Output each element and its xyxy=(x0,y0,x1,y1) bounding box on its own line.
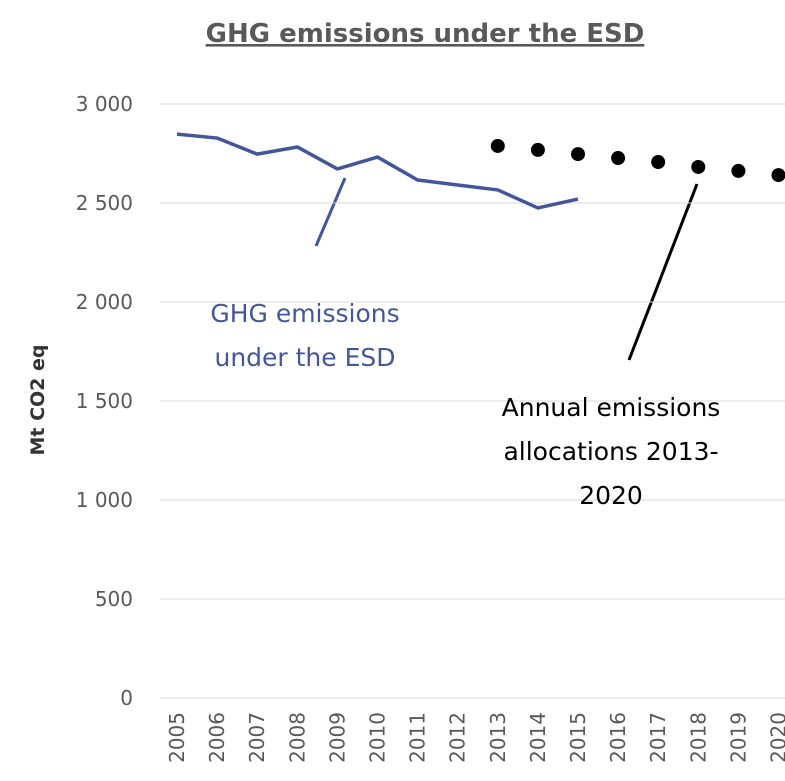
x-tick-label: 2019 xyxy=(726,712,750,763)
x-tick-label: 2008 xyxy=(285,712,309,763)
dot xyxy=(571,147,585,162)
y-tick-label: 500 xyxy=(95,587,133,611)
dot xyxy=(490,138,505,153)
x-tick-label: 2017 xyxy=(646,712,670,763)
x-tick-label: 2013 xyxy=(486,712,510,763)
x-tick-label: 2011 xyxy=(406,712,430,763)
annotation: 2020 xyxy=(579,481,643,510)
x-tick-label: 2005 xyxy=(165,712,189,763)
y-tick-label: 1 500 xyxy=(76,389,133,413)
chart-title: GHG emissions under the ESD xyxy=(206,19,645,49)
x-tick-label: 2014 xyxy=(526,712,550,763)
y-tick-label: 2 500 xyxy=(76,191,133,215)
y-axis-label: Mt CO2 eq xyxy=(27,344,49,455)
x-tick-label: 2016 xyxy=(606,712,630,763)
x-tick-label: 2010 xyxy=(366,712,390,763)
annotation: allocations 2013- xyxy=(503,437,718,466)
dot xyxy=(691,159,706,174)
dot xyxy=(651,155,666,170)
x-tick-label: 2007 xyxy=(245,712,269,763)
y-tick-label: 3 000 xyxy=(76,92,133,116)
x-tick-label: 2020 xyxy=(767,712,785,763)
y-tick-label: 1 000 xyxy=(76,488,133,512)
dot xyxy=(731,163,746,178)
dot xyxy=(611,151,626,166)
y-tick-label: 0 xyxy=(120,686,133,710)
leader-line xyxy=(314,177,347,247)
x-tick-label: 2012 xyxy=(446,712,470,763)
x-tick-label: 2009 xyxy=(325,712,349,763)
leader-line xyxy=(627,183,699,361)
dot xyxy=(771,168,785,183)
y-tick-label: 2 000 xyxy=(76,290,133,314)
x-tick-label: 2006 xyxy=(205,712,229,763)
annotation: GHG emissions xyxy=(210,299,399,328)
annotation: Annual emissions xyxy=(502,393,721,422)
dot xyxy=(530,142,545,157)
x-tick-label: 2018 xyxy=(686,712,710,763)
x-tick-label: 2015 xyxy=(566,712,590,763)
line-series xyxy=(176,132,579,210)
annotation: under the ESD xyxy=(214,343,395,372)
